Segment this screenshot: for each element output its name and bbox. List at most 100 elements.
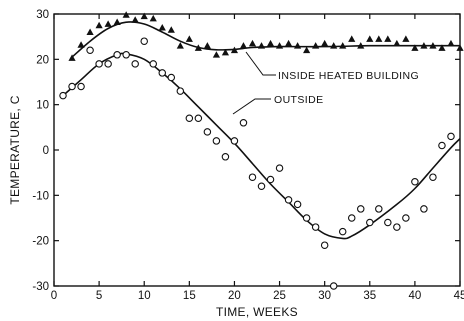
inside-data-point [158, 24, 166, 31]
inside-leader-line [245, 51, 276, 76]
outside-data-point [248, 173, 257, 181]
outside-data-point [212, 137, 221, 145]
outside-data-point [59, 91, 67, 100]
inside-data-point [357, 42, 365, 49]
outside-data-point [357, 205, 365, 213]
outside-data-point [375, 205, 383, 213]
data-points [59, 11, 464, 290]
outside-data-point [347, 214, 356, 222]
inside-data-point [176, 42, 184, 49]
outside-data-point [104, 60, 112, 68]
outside-data-point [194, 114, 203, 123]
outside-data-point [131, 60, 139, 68]
outside-data-point [329, 282, 338, 290]
inside-data-point [339, 42, 347, 49]
x-tick-label: 15 [183, 290, 196, 302]
outside-data-point [311, 223, 320, 231]
y-tick-label: 0 [43, 145, 49, 157]
x-tick-label: 45 [454, 290, 464, 302]
inside-data-point [68, 54, 76, 61]
inside-data-point [275, 42, 284, 49]
x-tick-label: 20 [228, 290, 241, 302]
x-tick-label: 10 [138, 290, 151, 302]
x-tick-label: 0 [51, 290, 57, 302]
outside-data-point [185, 114, 194, 123]
outside-data-point [239, 119, 248, 127]
outside-data-point [149, 60, 157, 68]
outside-data-point [77, 82, 85, 91]
inside-data-point [429, 42, 437, 49]
inside-data-point [230, 46, 239, 54]
inside-data-point [375, 35, 383, 42]
outside-data-point [284, 196, 293, 204]
outside-data-point [158, 69, 167, 77]
outside-data-point [420, 205, 428, 213]
inside-data-point [131, 16, 139, 23]
inside-data-point [402, 35, 410, 42]
outside-data-point [113, 51, 121, 59]
outside-data-point [176, 87, 185, 95]
inside-data-point [284, 39, 293, 47]
x-axis-label: TIME, WEEKS [216, 305, 298, 319]
inside-data-point [167, 26, 175, 33]
y-tick-label: 20 [36, 54, 49, 66]
inside-data-point [239, 42, 248, 49]
outside-data-point [221, 153, 230, 161]
outside-data-point [393, 223, 401, 231]
x-tick-label: 5 [96, 290, 102, 302]
inside-data-point [321, 39, 329, 47]
inside-data-point [393, 39, 401, 47]
y-tick-label: -30 [32, 281, 49, 293]
inside-data-point [366, 35, 374, 42]
outside-data-point [402, 214, 410, 222]
outside-data-point [95, 60, 103, 68]
outside-data-point [447, 132, 455, 141]
inside-data-point [438, 44, 446, 51]
inside-data-point [77, 41, 85, 48]
inside-data-point [420, 42, 428, 49]
inside-data-point [104, 20, 112, 27]
inside-data-point [456, 44, 464, 51]
inside-data-point [113, 18, 121, 26]
outside-annotation: OUTSIDE [274, 94, 323, 106]
outside-data-point [257, 182, 266, 191]
x-tick-label: 40 [408, 290, 421, 302]
outside-data-point [338, 227, 347, 236]
inside-data-point [140, 12, 148, 20]
inside-data-point [248, 39, 257, 47]
x-tick-label: 30 [318, 290, 331, 302]
outside-data-point [302, 214, 311, 222]
outside-data-point [167, 73, 176, 82]
outside-data-point [438, 141, 446, 150]
inside-fitted-curve [71, 21, 460, 58]
inside-data-point [122, 11, 130, 18]
inside-data-point [212, 51, 220, 58]
y-tick-label: -10 [32, 190, 49, 202]
outside-data-point [275, 164, 284, 172]
inside-annotation: INSIDE HEATED BUILDING [278, 70, 419, 82]
inside-data-point [149, 14, 157, 22]
outside-data-point [266, 175, 275, 184]
inside-data-point [185, 35, 193, 42]
inside-data-point [348, 35, 356, 42]
outside-data-point [429, 173, 437, 181]
outside-data-point [86, 46, 94, 55]
outside-data-point [320, 241, 329, 249]
x-axis-ticks: 0 5 10 15 20 25 30 35 40 45 [51, 14, 464, 302]
outside-data-point [384, 218, 392, 227]
outside-data-point [411, 177, 419, 186]
x-tick-label: 35 [363, 290, 376, 302]
outside-data-point [140, 37, 148, 45]
outside-data-point [230, 137, 239, 145]
inside-data-point [194, 44, 202, 51]
y-tick-label: 10 [36, 100, 49, 112]
x-tick-label: 25 [273, 290, 286, 302]
inside-data-point [86, 28, 94, 36]
outside-leader-line [232, 98, 271, 115]
inside-data-point [303, 46, 311, 54]
y-axis-ticks: -30 -20 -10 0 10 20 30 [32, 9, 460, 293]
outside-data-point [366, 218, 374, 227]
y-axis-label: TEMPERATURE, C [8, 95, 22, 204]
inside-data-point [257, 42, 266, 49]
